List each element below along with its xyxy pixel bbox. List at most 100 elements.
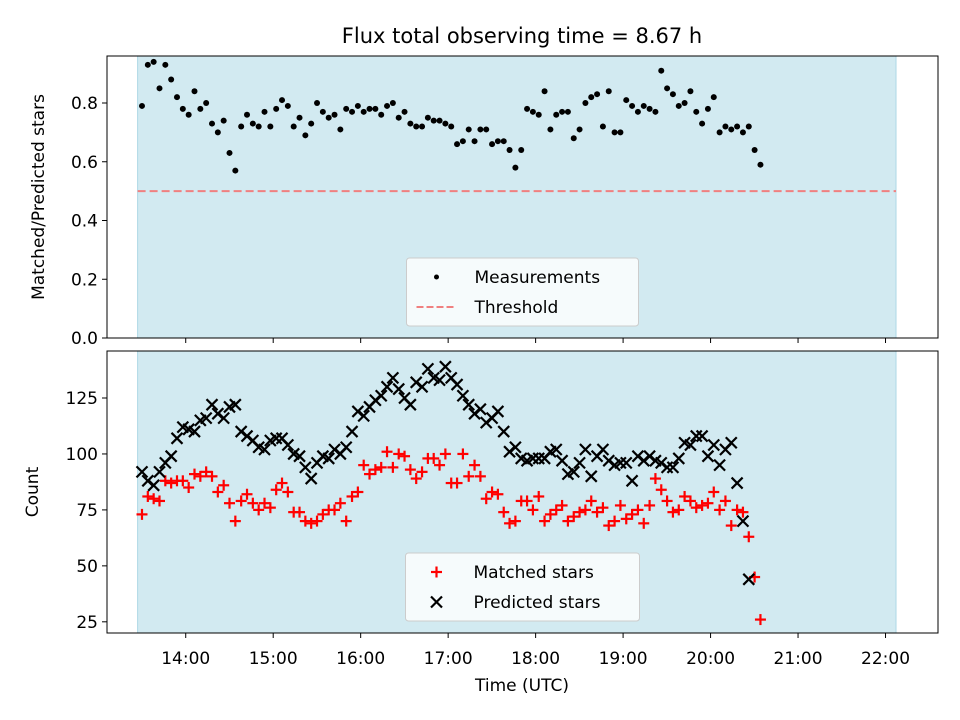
y-tick-label: 0.4 bbox=[71, 212, 98, 232]
measurement-point bbox=[296, 114, 303, 121]
predicted-star-point bbox=[596, 443, 610, 456]
matched-star-point bbox=[463, 470, 475, 482]
marker-stroke bbox=[252, 440, 265, 454]
matched-star-point bbox=[439, 448, 451, 460]
matched-star-point bbox=[708, 486, 720, 498]
predicted-star-point bbox=[701, 449, 715, 463]
matched-star-point bbox=[498, 506, 510, 518]
x-tick-label: 14:00 bbox=[161, 649, 210, 669]
y-tick-label: 50 bbox=[76, 557, 98, 577]
measurement-point bbox=[308, 120, 315, 127]
predicted-star-point bbox=[450, 378, 464, 391]
matched-star-point bbox=[702, 497, 714, 509]
marker-stroke bbox=[380, 380, 394, 394]
predicted-star-point bbox=[386, 371, 400, 385]
marker-stroke bbox=[357, 409, 370, 423]
matched-star-point bbox=[684, 495, 696, 507]
measurement-point bbox=[559, 108, 566, 115]
matched-star-point bbox=[212, 486, 224, 498]
predicted-star-point bbox=[392, 382, 405, 396]
measurement-point bbox=[652, 108, 659, 115]
measurement-point bbox=[675, 102, 682, 109]
measurement-point bbox=[658, 67, 665, 74]
matched-star-point bbox=[714, 504, 726, 516]
measurement-point bbox=[203, 100, 210, 106]
marker-stroke bbox=[666, 461, 680, 474]
measurement-point bbox=[477, 126, 484, 133]
y-tick-label: 25 bbox=[76, 613, 98, 633]
matched-star-point bbox=[153, 495, 165, 507]
measurement-point bbox=[664, 85, 671, 92]
predicted-star-point bbox=[666, 461, 680, 474]
marker-stroke bbox=[742, 573, 756, 586]
matched-star-point bbox=[159, 475, 171, 487]
predicted-star-point bbox=[555, 454, 569, 467]
measurement-point bbox=[605, 88, 612, 95]
marker-stroke bbox=[514, 452, 528, 465]
measurement-point bbox=[325, 114, 332, 121]
matched-star-point bbox=[644, 499, 656, 511]
predicted-star-point bbox=[304, 472, 318, 485]
marker-stroke bbox=[299, 461, 312, 474]
marker-stroke bbox=[217, 411, 230, 425]
measurement-points bbox=[138, 58, 764, 174]
marker-stroke bbox=[444, 371, 458, 385]
measurement-point bbox=[500, 138, 507, 145]
matched-star-point bbox=[696, 499, 708, 511]
matched-star-point bbox=[527, 504, 539, 516]
x-tick-label: 15:00 bbox=[249, 649, 298, 669]
count-legend: Matched stars Predicted stars bbox=[405, 552, 640, 622]
matched-star-point bbox=[474, 470, 486, 482]
marker-stroke bbox=[678, 436, 691, 450]
predicted-star-point bbox=[217, 411, 230, 425]
matched-star-point bbox=[434, 459, 446, 471]
marker-stroke bbox=[135, 465, 149, 479]
measurement-point bbox=[424, 114, 431, 121]
measurement-point bbox=[168, 76, 175, 83]
predicted-star-point bbox=[357, 409, 370, 423]
matched-star-point bbox=[235, 495, 247, 507]
measurement-point bbox=[541, 88, 548, 95]
marker-stroke bbox=[246, 434, 260, 447]
marker-stroke bbox=[304, 472, 318, 485]
predicted-star-point bbox=[713, 458, 726, 472]
measurement-point bbox=[255, 123, 262, 130]
measurement-point bbox=[244, 111, 251, 118]
predicted-star-point bbox=[549, 443, 563, 456]
ratio-panel-frame bbox=[106, 55, 939, 339]
matched-star-point bbox=[177, 475, 189, 487]
matched-star-point bbox=[387, 461, 399, 473]
matched-star-point bbox=[404, 464, 416, 476]
measurement-point bbox=[483, 126, 490, 133]
predicted-stars-points bbox=[135, 360, 756, 586]
predicted-star-point bbox=[584, 470, 598, 483]
matched-star-point bbox=[183, 482, 195, 494]
count-y-axis-label: Count bbox=[23, 466, 43, 517]
matched-star-point bbox=[264, 502, 276, 514]
predicted-star-point bbox=[567, 465, 581, 479]
ratio-y-axis-label: Matched/Predicted stars bbox=[29, 94, 49, 300]
marker-stroke bbox=[619, 456, 633, 470]
matched-star-point bbox=[276, 477, 288, 489]
measurement-point bbox=[745, 123, 752, 130]
matched-star-point bbox=[754, 614, 766, 626]
matched-star-point bbox=[725, 520, 737, 532]
matched-star-point bbox=[539, 515, 551, 527]
marker-stroke bbox=[287, 447, 300, 461]
marker-stroke bbox=[205, 398, 219, 411]
matched-star-point bbox=[673, 504, 685, 516]
matched-star-point bbox=[294, 506, 306, 518]
measurement-point bbox=[570, 135, 577, 142]
marker-stroke bbox=[736, 514, 750, 528]
measurement-point bbox=[179, 105, 186, 112]
predicted-star-point bbox=[456, 389, 470, 403]
measurement-point bbox=[413, 123, 420, 130]
measurement-point bbox=[471, 138, 478, 145]
measurement-point bbox=[314, 100, 321, 106]
marker-stroke bbox=[404, 398, 417, 411]
matched-star-point bbox=[200, 466, 212, 478]
chart-title: Flux total observing time = 8.67 h bbox=[342, 24, 702, 48]
matched-star-point bbox=[194, 470, 206, 482]
marker-stroke bbox=[421, 362, 435, 376]
measurement-point bbox=[290, 123, 297, 130]
